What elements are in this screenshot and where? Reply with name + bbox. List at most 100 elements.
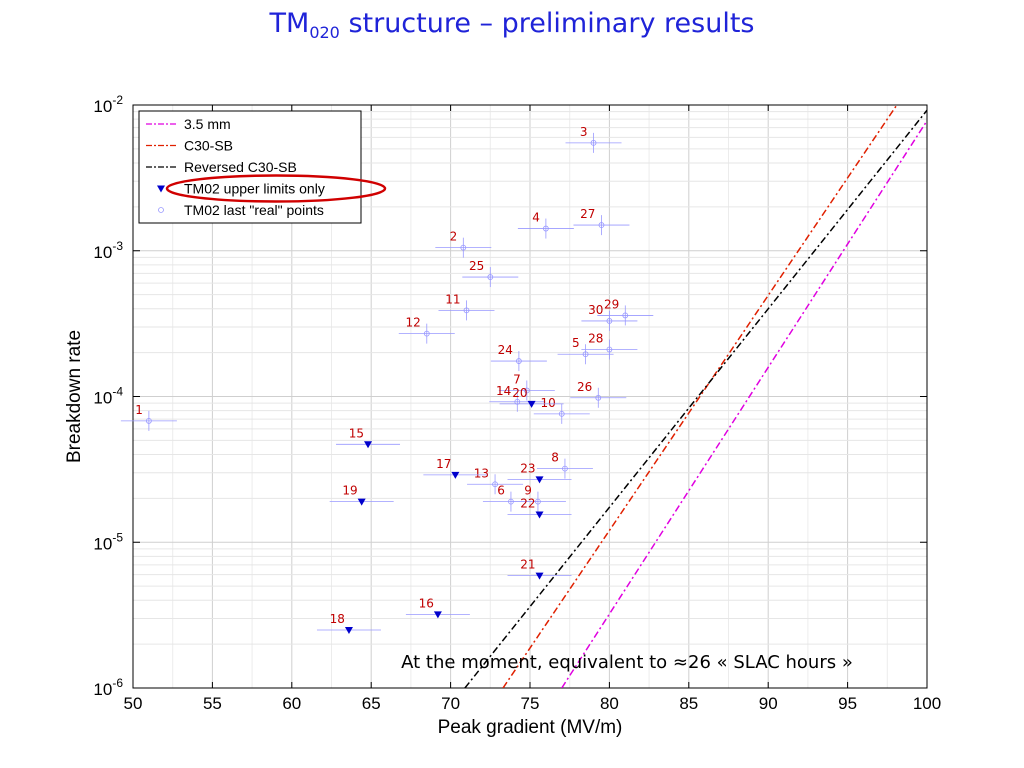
point-label: 16 <box>419 596 434 610</box>
point-label: 21 <box>520 558 535 572</box>
real-point-marker <box>460 244 467 251</box>
legend-label: 3.5 mm <box>184 116 231 132</box>
upper-limit-marker <box>535 511 544 519</box>
real-point-marker <box>492 481 498 488</box>
real-point-marker <box>514 398 521 405</box>
point-label: 28 <box>588 332 603 346</box>
point-label: 5 <box>572 336 580 350</box>
x-tick-label: 85 <box>679 694 698 713</box>
highlight-ellipse <box>165 174 387 203</box>
real-point-marker <box>423 330 430 337</box>
title-rest: structure – preliminary results <box>339 8 755 39</box>
point-label: 23 <box>520 461 535 475</box>
point-label: 29 <box>604 297 619 311</box>
upper-limit-marker <box>451 471 460 479</box>
real-point-marker <box>487 274 494 280</box>
upper-limit-marker <box>527 400 536 408</box>
point-label: 7 <box>513 372 521 386</box>
x-tick-label: 95 <box>838 694 857 713</box>
x-tick-label: 75 <box>521 694 540 713</box>
point-label: 3 <box>580 125 588 139</box>
point-label: 27 <box>580 207 595 221</box>
point-label: 4 <box>532 211 540 225</box>
grid <box>133 105 927 688</box>
x-tick-label: 70 <box>441 694 460 713</box>
x-tick-label: 90 <box>759 694 778 713</box>
real-point-marker <box>145 418 152 424</box>
x-tick-label: 50 <box>124 694 143 713</box>
legend-label: TM02 last "real" points <box>184 202 324 218</box>
real-point-marker <box>622 312 629 319</box>
real-point-marker <box>515 358 522 364</box>
point-label: 19 <box>342 484 357 498</box>
upper-limit-marker <box>433 611 442 619</box>
x-tick-label: 60 <box>282 694 301 713</box>
point-label: 1 <box>135 403 143 417</box>
annotation-text: At the moment, equivalent to ≈26 « SLAC … <box>401 652 853 673</box>
upper-limit-marker <box>535 476 544 484</box>
point-label: 25 <box>469 259 484 273</box>
fit-line <box>502 105 898 688</box>
fit-lines <box>464 105 927 688</box>
upper-limit-marker <box>357 498 366 506</box>
legend: 3.5 mm C30-SB Reversed C30-SB TM02 upper li… <box>138 110 387 224</box>
x-tick-label: 100 <box>913 694 941 713</box>
point-label: 2 <box>450 230 458 244</box>
x-tick-label: 65 <box>362 694 381 713</box>
point-label: 11 <box>445 292 460 306</box>
point-label: 17 <box>436 457 451 471</box>
y-axis-label: Breakdown rate <box>64 330 85 463</box>
y-tick-label: 10-2 <box>93 93 123 116</box>
point-label: 30 <box>588 303 603 317</box>
upper-limit-marker <box>344 627 353 635</box>
point-label: 10 <box>540 396 555 410</box>
real-point-marker <box>542 225 549 232</box>
point-label: 12 <box>405 316 420 330</box>
real-point-marker <box>582 351 589 358</box>
fit-line <box>561 120 927 688</box>
point-label: 8 <box>551 451 559 465</box>
y-tick-label: 10-5 <box>93 530 123 553</box>
legend-label: C30-SB <box>184 138 233 154</box>
x-tick-label: 80 <box>600 694 619 713</box>
real-point-marker <box>606 318 613 324</box>
point-label: 6 <box>497 484 505 498</box>
y-tick-label: 10-6 <box>93 676 123 699</box>
point-label: 24 <box>498 343 513 357</box>
point-label: 22 <box>520 497 535 511</box>
legend-label: TM02 upper limits only <box>184 181 325 197</box>
legend-label: Reversed C30-SB <box>184 159 297 175</box>
point-label: 9 <box>524 484 532 498</box>
real-point-marker <box>598 222 605 228</box>
legend-circle-swatch <box>158 207 164 213</box>
upper-limit-marker <box>364 441 373 449</box>
real-point-marker <box>558 410 565 417</box>
x-axis-label: Peak gradient (MV/m) <box>438 717 623 738</box>
y-tick-label: 10-4 <box>93 385 123 408</box>
real-point-marker <box>595 394 602 401</box>
point-label: 26 <box>577 380 592 394</box>
x-axis-ticks: 50 55 60 65 70 75 80 85 90 95 100 <box>124 105 941 713</box>
upper-limit-marker <box>535 572 544 580</box>
real-point-marker <box>463 307 470 314</box>
y-axis-ticks: 10-6 10-5 10-4 10-3 10-2 <box>93 93 927 699</box>
real-point-marker <box>523 387 530 394</box>
point-label: 20 <box>512 386 527 400</box>
real-point-marker <box>590 139 597 146</box>
fit-line <box>464 109 927 688</box>
y-tick-label: 10-3 <box>93 239 123 262</box>
point-label: 18 <box>330 612 345 626</box>
legend-triangle-swatch <box>157 185 165 193</box>
title-main: TM <box>269 8 310 39</box>
point-label: 15 <box>349 426 364 440</box>
point-label: 13 <box>474 466 489 480</box>
real-point-marker <box>606 346 613 353</box>
x-tick-label: 55 <box>203 694 222 713</box>
title-subscript: 020 <box>309 23 340 42</box>
real-point-marker <box>562 465 568 472</box>
slide-title: TM020 structure – preliminary results <box>0 8 1024 42</box>
point-label: 14 <box>496 384 511 398</box>
real-point-marker <box>508 498 514 505</box>
